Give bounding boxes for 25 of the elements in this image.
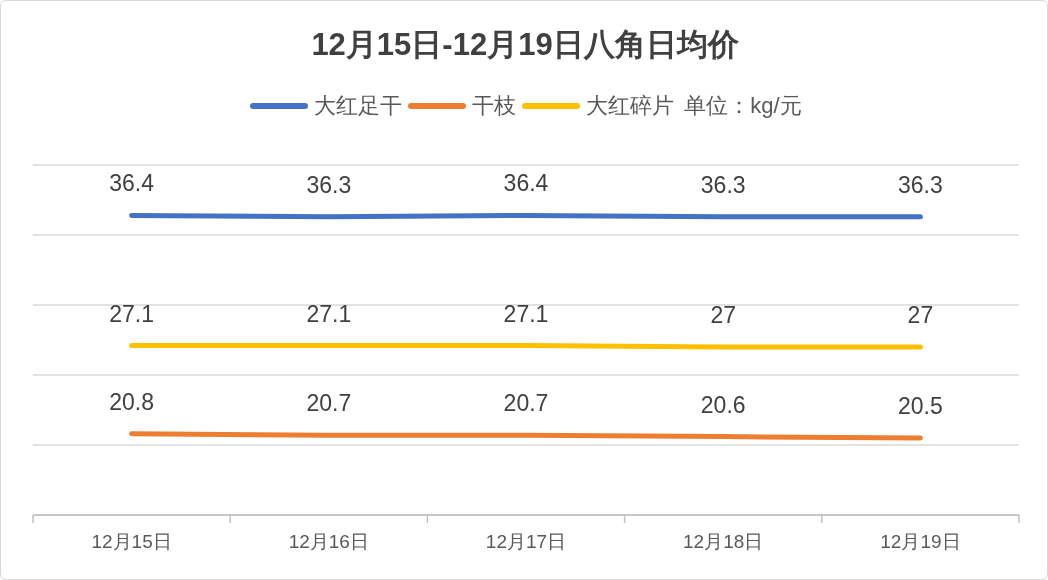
- data-label: 36.3: [700, 171, 746, 198]
- data-label: 36.3: [306, 171, 352, 198]
- data-label: 27: [710, 302, 736, 328]
- x-tick-label: 12月15日: [91, 531, 172, 553]
- data-label: 36.4: [503, 170, 549, 197]
- legend-label: 干枝: [472, 92, 517, 120]
- x-tick-label: 12月18日: [683, 531, 764, 553]
- chart-title: 12月15日-12月19日八角日均价: [310, 26, 740, 64]
- x-tick-label: 12月17日: [485, 531, 567, 553]
- legend-label: 大红足干: [314, 92, 403, 120]
- data-label: 20.7: [503, 390, 549, 417]
- data-label: 20.7: [306, 390, 352, 417]
- x-tick-label: 12月19日: [880, 531, 961, 553]
- data-label: 20.6: [700, 391, 746, 418]
- legend-label: 大红碎片: [586, 92, 675, 120]
- x-tick-label: 12月16日: [288, 531, 369, 553]
- data-label: 36.4: [109, 170, 155, 197]
- data-label: 20.8: [109, 388, 154, 415]
- data-label: 20.5: [898, 393, 943, 419]
- data-label: 36.3: [898, 171, 943, 198]
- text: 单位：kg/元: [684, 92, 802, 120]
- data-label: 27: [907, 302, 934, 328]
- data-label: 27.1: [503, 300, 549, 327]
- data-label: 27.1: [109, 300, 154, 327]
- data-label: 27.1: [306, 300, 352, 327]
